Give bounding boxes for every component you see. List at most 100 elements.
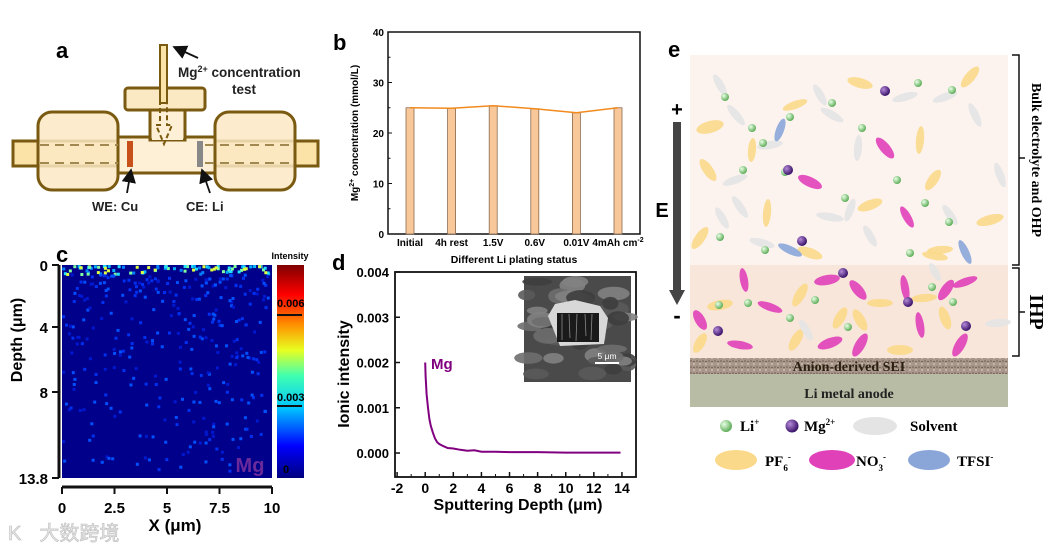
heatmap-cell [258, 320, 262, 324]
solvent-molecule [844, 198, 856, 222]
heatmap-cell [252, 396, 256, 400]
heatmap-cell [218, 323, 222, 327]
no3-molecule [952, 333, 968, 357]
heatmap-cell [180, 397, 184, 401]
heatmap-cell [220, 324, 224, 328]
heatmap-cell [213, 313, 217, 317]
heatmap-cell [144, 434, 148, 438]
heatmap-cell [172, 300, 176, 304]
heatmap-cell [102, 281, 106, 285]
heatmap-cell [80, 342, 84, 346]
heatmap-cell [113, 272, 117, 276]
field-plus: + [671, 99, 683, 121]
heatmap-cell [156, 280, 160, 284]
heatmap-cell [91, 458, 95, 462]
heatmap-cell [211, 312, 215, 316]
li-ion [721, 93, 729, 101]
heatmap-cell [89, 282, 93, 286]
heatmap-cell [86, 308, 90, 312]
heatmap-cell [134, 367, 138, 371]
heatmap-cell [124, 300, 128, 304]
heatmap-cell [119, 350, 123, 354]
heatmap-cell [204, 278, 208, 282]
pf6-molecule [762, 199, 772, 227]
heatmap-cell [207, 266, 211, 270]
heatmap-cell [94, 381, 98, 385]
no3-molecule [727, 340, 753, 350]
heatmap-cell [176, 306, 180, 310]
solvent-molecule [892, 91, 918, 103]
pf6-molecule [976, 213, 1004, 227]
heatmap-cell [163, 267, 167, 271]
y-tick-label: 13.8 [19, 471, 48, 488]
heatmap-cell [62, 315, 66, 319]
heatmap-cell [122, 369, 126, 373]
heatmap-cell [211, 434, 215, 438]
heatmap-cell [143, 295, 147, 299]
heatmap-cell [96, 271, 100, 275]
heatmap-cell [156, 331, 160, 335]
legend-li: Li+ [740, 417, 759, 435]
heatmap-cell [138, 289, 142, 293]
heatmap-cell [217, 319, 221, 323]
heatmap-cell [187, 408, 191, 412]
heatmap-cell [256, 372, 260, 376]
heatmap-cell [77, 335, 81, 339]
heatmap-cell [71, 325, 75, 329]
heatmap-cell [129, 383, 133, 387]
heatmap-cell [184, 279, 188, 283]
heatmap-cell [75, 286, 79, 290]
heatmap-cell [62, 440, 66, 444]
li-ion [761, 246, 769, 254]
no3-molecule [915, 312, 925, 338]
heatmap-cell [208, 277, 212, 281]
heatmap-cell [71, 371, 75, 375]
heatmap-cell [174, 415, 178, 419]
heatmap-cell [230, 267, 234, 271]
heatmap-cell [62, 370, 66, 374]
heatmap-cell [72, 299, 76, 303]
li-ion [858, 124, 866, 132]
heatmap-cell [64, 323, 68, 327]
heatmap-cell [111, 457, 115, 461]
solvent-molecule [715, 207, 729, 229]
pf6-molecule [915, 126, 925, 154]
heatmap-cell [116, 328, 120, 332]
tfsi-molecule [958, 240, 972, 264]
heatmap-cell [145, 278, 149, 282]
solvent-molecule [820, 107, 844, 123]
heatmap-cell [164, 265, 168, 269]
heatmap-cell [147, 266, 151, 270]
solvent-molecule [722, 174, 748, 186]
heatmap-cell [88, 357, 92, 361]
x-axis-title: X (μm) [149, 516, 202, 535]
heatmap-cell [245, 427, 249, 431]
solvent-molecule [731, 196, 749, 218]
heatmap-cell [145, 340, 149, 344]
heatmap-cell [175, 423, 179, 427]
heatmap-cell [157, 468, 161, 472]
heatmap-cell [207, 312, 211, 316]
heatmap-cell [163, 418, 167, 422]
li-ion [921, 199, 929, 207]
heatmap-cell [215, 366, 219, 370]
we-label: WE: Cu [92, 199, 138, 214]
x-tick-label: 0 [421, 480, 429, 496]
heatmap-cell [228, 463, 232, 467]
heatmap-cell [226, 382, 230, 386]
heatmap-cell [246, 355, 250, 359]
heatmap-cell [161, 299, 165, 303]
heatmap-cell [147, 281, 151, 285]
heatmap-cell [212, 422, 216, 426]
probe-label: Mg2+ concentration [178, 64, 301, 80]
no3-molecule [693, 310, 707, 330]
heatmap-cell [135, 290, 139, 294]
heatmap-cell [114, 336, 118, 340]
heatmap-cell [205, 265, 209, 269]
heatmap-cell [240, 317, 244, 321]
heatmap-cell [210, 268, 214, 272]
heatmap-cell [227, 266, 231, 270]
heatmap-cell [79, 280, 83, 284]
heatmap-cell [121, 293, 125, 297]
heatmap-cell [135, 462, 139, 466]
